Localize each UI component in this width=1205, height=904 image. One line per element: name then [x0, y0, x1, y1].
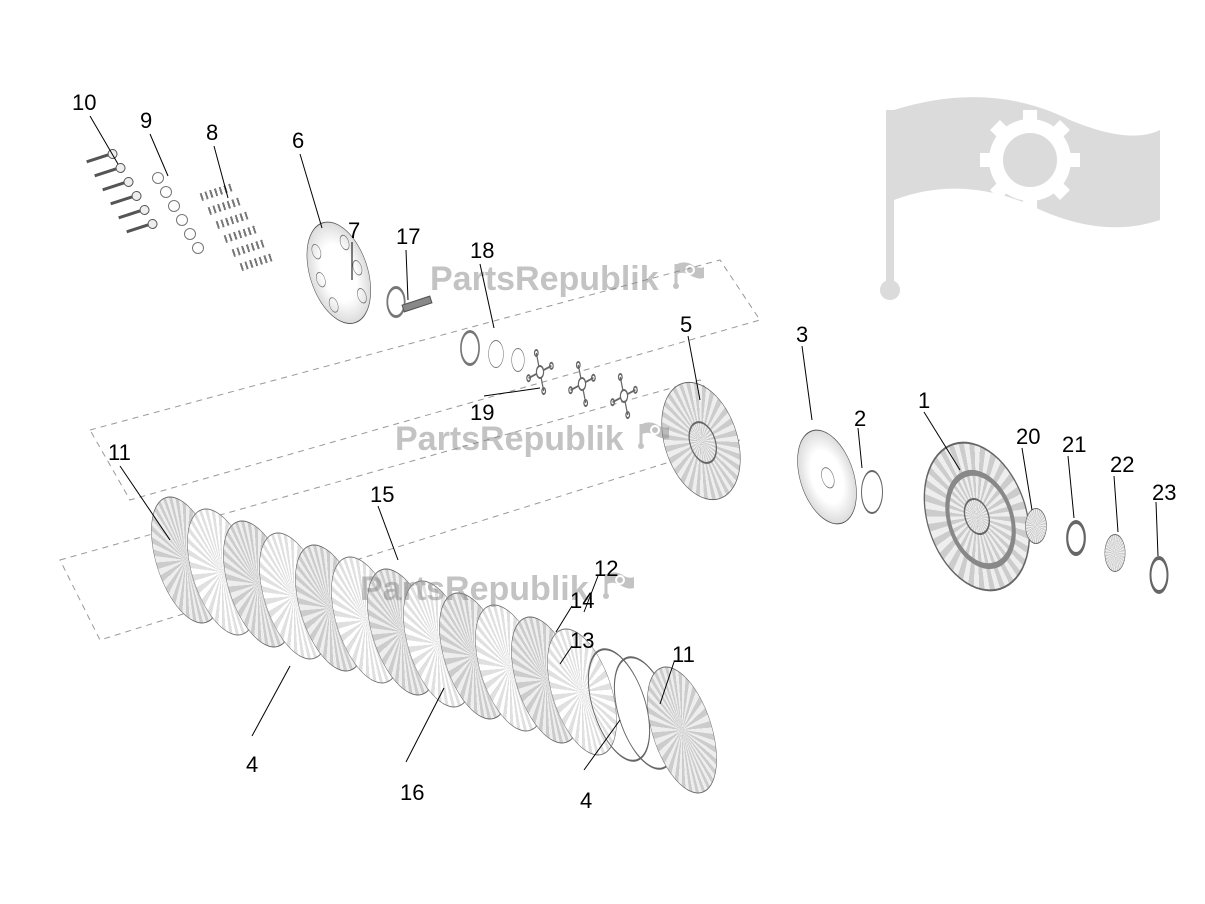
- callout-22: 22: [1110, 452, 1134, 478]
- callout-12: 12: [594, 556, 618, 582]
- callout-20: 20: [1016, 424, 1040, 450]
- callout-6: 6: [292, 128, 304, 154]
- callout-14: 14: [570, 588, 594, 614]
- callout-2: 2: [854, 406, 866, 432]
- callout-23: 23: [1152, 480, 1176, 506]
- part-lock-gear: [1105, 534, 1126, 572]
- callout-13: 13: [570, 628, 594, 654]
- callout-3: 3: [796, 322, 808, 348]
- callout-1: 1: [918, 388, 930, 414]
- callout-10: 10: [72, 90, 96, 116]
- callout-7: 7: [348, 218, 360, 244]
- callout-4: 4: [580, 788, 592, 814]
- dashed-groups: [0, 0, 1205, 904]
- callout-11: 11: [672, 642, 695, 668]
- callout-17: 17: [396, 224, 420, 250]
- callout-4: 4: [246, 752, 258, 778]
- diagram-stage: { "canvas": {"w":1205,"h":904,"bg":"#fff…: [0, 0, 1205, 904]
- callout-5: 5: [680, 312, 692, 338]
- part-roller-bearing: [1025, 508, 1047, 544]
- callout-21: 21: [1062, 432, 1086, 458]
- callout-18: 18: [470, 238, 494, 264]
- callout-11: 11: [108, 440, 131, 466]
- part-sleeve: [1066, 520, 1086, 556]
- part-spacer-ring: [861, 470, 883, 514]
- part-end-washer: [1150, 556, 1169, 594]
- callout-19: 19: [470, 400, 494, 426]
- callout-15: 15: [370, 482, 394, 508]
- callout-8: 8: [206, 120, 218, 146]
- callout-16: 16: [400, 780, 424, 806]
- part-bearing: [386, 286, 405, 318]
- callout-9: 9: [140, 108, 152, 134]
